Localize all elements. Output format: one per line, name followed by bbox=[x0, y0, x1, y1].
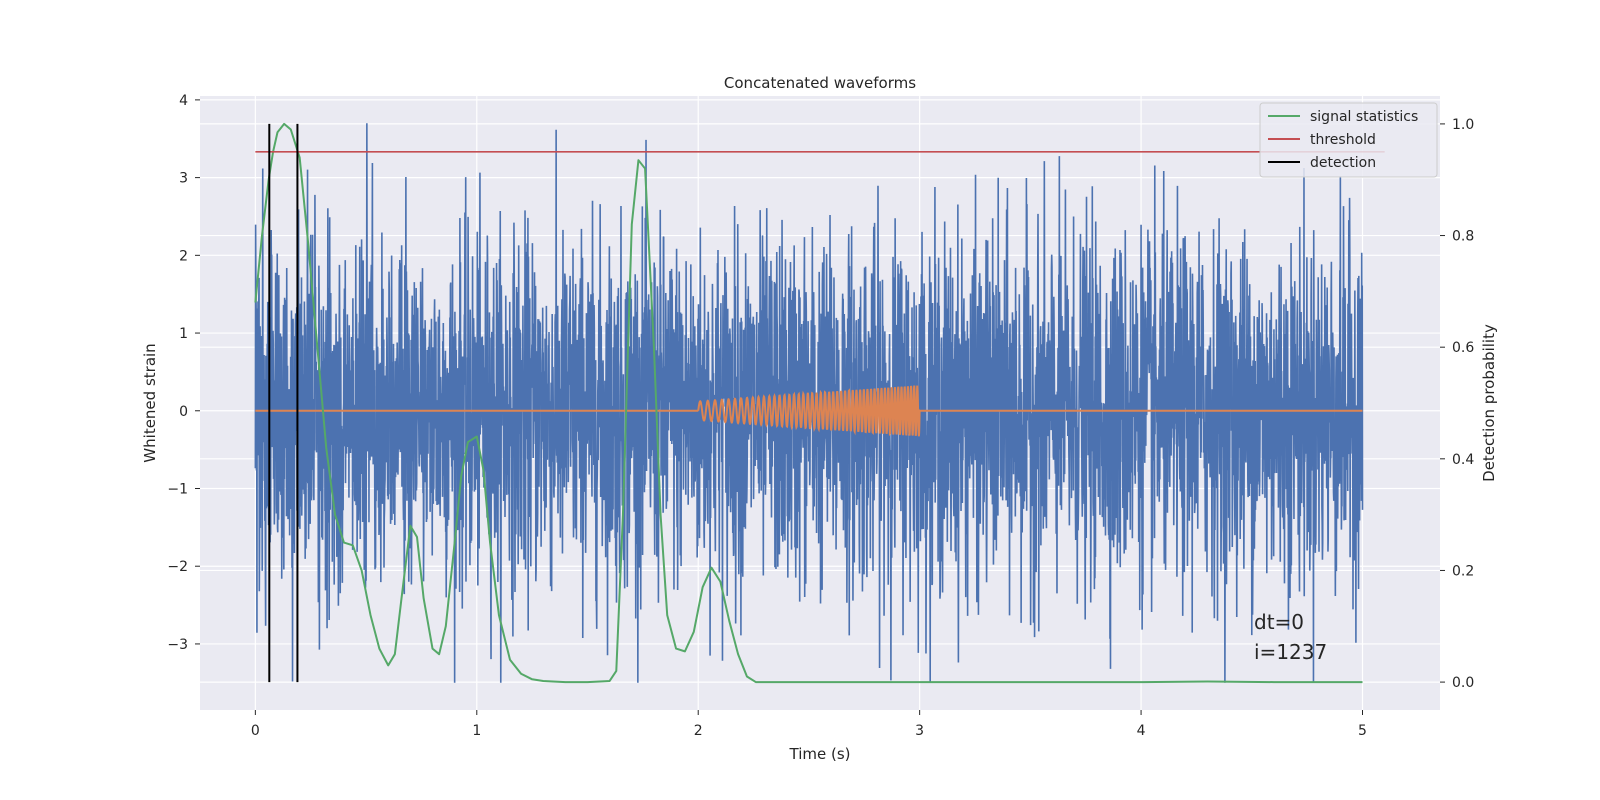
y2-axis-label: Detection probability bbox=[1480, 324, 1498, 482]
y-tick-label: −2 bbox=[167, 559, 188, 575]
x-axis-label: Time (s) bbox=[789, 745, 851, 763]
y2-tick-label: 0.2 bbox=[1452, 563, 1474, 579]
y2-tick-label: 1.0 bbox=[1452, 117, 1474, 133]
y-axis-label: Whitened strain bbox=[141, 343, 159, 462]
x-tick-label: 3 bbox=[915, 723, 924, 739]
y2-tick-label: 0.6 bbox=[1452, 340, 1474, 356]
y-tick-label: 1 bbox=[179, 326, 188, 342]
x-tick-label: 5 bbox=[1358, 723, 1367, 739]
signal-statistics-line bbox=[254, 122, 1363, 684]
x-tick-label: 0 bbox=[251, 723, 260, 739]
x-tick-label: 1 bbox=[472, 723, 481, 739]
legend-label-signal-statistics: signal statistics bbox=[1310, 109, 1418, 125]
template-series-line bbox=[255, 385, 1363, 437]
x-tick-label: 2 bbox=[694, 723, 703, 739]
annotation-dt: dt=0 bbox=[1254, 610, 1304, 634]
chart-title: Concatenated waveforms bbox=[724, 74, 916, 92]
y-tick-label: −1 bbox=[167, 481, 188, 497]
legend-label-detection: detection bbox=[1310, 155, 1376, 171]
y-tick-label: 0 bbox=[179, 404, 188, 420]
y-tick-label: 2 bbox=[179, 248, 188, 264]
legend-label-threshold: threshold bbox=[1310, 132, 1376, 148]
strain-series-line bbox=[254, 123, 1364, 683]
y-tick-label: 3 bbox=[179, 171, 188, 187]
y-tick-label: −3 bbox=[167, 637, 188, 653]
y2-tick-label: 0.8 bbox=[1452, 229, 1474, 245]
annotation-index: i=1237 bbox=[1254, 640, 1327, 664]
y-tick-label: 4 bbox=[179, 93, 188, 109]
y2-tick-label: 0.0 bbox=[1452, 675, 1474, 691]
legend-box bbox=[1259, 102, 1438, 178]
x-tick-label: 4 bbox=[1137, 723, 1146, 739]
y2-tick-label: 0.4 bbox=[1452, 452, 1474, 468]
legend: signal statistics threshold detection bbox=[1259, 102, 1438, 178]
series-layer bbox=[254, 122, 1385, 684]
axes-layer: 0 1 2 3 4 5 −3 −2 −1 0 1 2 3 4 0.0 0.2 0.4 0.6 0.8 1.0 bbox=[167, 93, 1474, 739]
